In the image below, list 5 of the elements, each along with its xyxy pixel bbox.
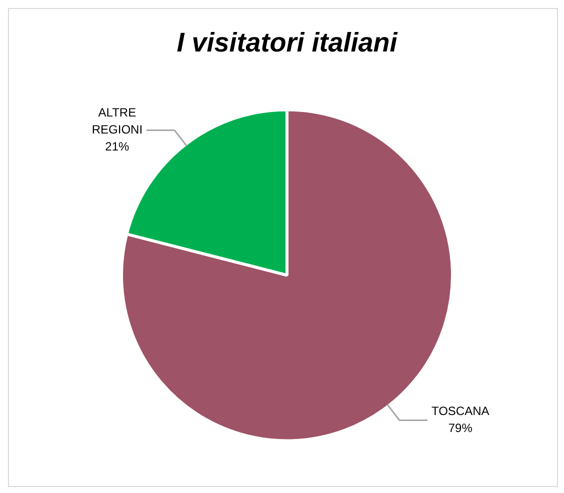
- slice-label: ALTRE REGIONI: [92, 106, 143, 137]
- data-label: 79%: [448, 421, 473, 436]
- data-label: 21%: [105, 140, 130, 154]
- slice-label: TOSCANA: [431, 404, 490, 418]
- chart-title: I visitatori italiani: [176, 28, 398, 58]
